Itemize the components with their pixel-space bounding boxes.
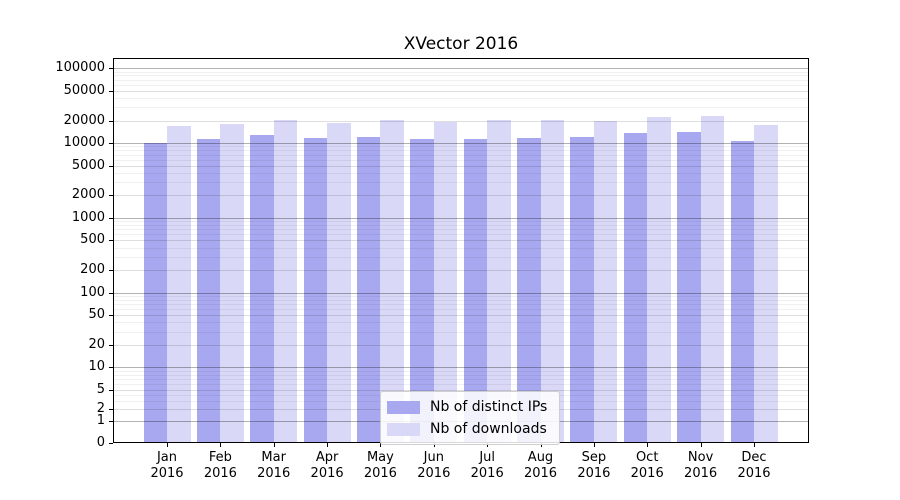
- legend-swatch-downloads: [387, 422, 420, 436]
- x-tick-label-jun: Jun 2016: [417, 450, 451, 481]
- bars-layer: [113, 58, 809, 443]
- bar-sep-ips: [570, 137, 594, 443]
- x-tick-feb: [220, 443, 222, 447]
- x-tick-label-mar: Mar 2016: [257, 450, 291, 481]
- x-tick-label-apr: Apr 2016: [310, 450, 344, 481]
- bar-dec-downloads: [754, 125, 778, 443]
- x-tick-apr: [327, 443, 329, 447]
- y-tick-100: [109, 292, 113, 294]
- bar-aug-downloads: [540, 120, 564, 443]
- y-tick-2000: [109, 195, 113, 197]
- legend-label-distinct-ips: Nb of distinct IPs: [430, 399, 548, 415]
- chart-title: XVector 2016: [403, 34, 519, 54]
- x-tick-nov: [700, 443, 702, 447]
- y-tick-label-1: 1: [96, 412, 105, 428]
- y-tick-50: [109, 315, 113, 317]
- bar-jul-ips: [463, 138, 488, 443]
- bar-jul-downloads: [487, 119, 511, 443]
- y-tick-1000: [109, 217, 113, 219]
- legend: Nb of distinct IPs Nb of downloads: [380, 391, 561, 445]
- y-tick-2: [109, 409, 113, 411]
- bar-jan-downloads: [167, 125, 191, 443]
- x-tick-may: [380, 443, 382, 447]
- x-tick-aug: [540, 443, 542, 447]
- x-tick-label-nov: Nov 2016: [684, 450, 718, 481]
- x-tick-label-aug: Aug 2016: [523, 450, 558, 481]
- x-tick-label-jul: Jul 2016: [470, 450, 504, 481]
- bar-nov-ips: [677, 132, 701, 443]
- y-tick-10: [109, 367, 113, 369]
- x-tick-dec: [754, 443, 755, 447]
- y-tick-label-0: 0: [96, 435, 105, 450]
- legend-label-downloads: Nb of downloads: [430, 421, 547, 437]
- x-tick-jul: [487, 443, 489, 447]
- bar-jan-ips: [143, 142, 167, 443]
- y-tick-label-10: 10: [88, 359, 105, 375]
- y-tick-5: [109, 389, 113, 391]
- bar-oct-downloads: [647, 117, 671, 443]
- y-tick-label-10000: 10000: [63, 135, 105, 150]
- y-tick-label-2: 2: [96, 401, 105, 417]
- y-tick-100000: [109, 68, 113, 70]
- bar-dec-ips: [730, 141, 754, 443]
- bar-jun-ips: [410, 138, 434, 443]
- bar-apr-downloads: [327, 123, 351, 443]
- bar-may-downloads: [380, 120, 404, 443]
- y-tick-20: [109, 344, 113, 346]
- y-tick-500: [109, 240, 113, 242]
- bar-may-ips: [356, 136, 381, 443]
- x-tick-oct: [647, 443, 649, 447]
- y-tick-label-50: 50: [88, 307, 105, 323]
- x-tick-mar: [273, 443, 275, 447]
- x-tick-sep: [593, 443, 595, 447]
- bar-feb-ips: [196, 139, 221, 443]
- x-tick-label-sep: Sep 2016: [577, 450, 611, 481]
- bar-oct-ips: [623, 133, 648, 443]
- plot-area: [113, 58, 809, 443]
- x-tick-label-dec: Dec 2016: [737, 450, 771, 481]
- y-tick-label-1000: 1000: [71, 209, 105, 225]
- x-tick-label-oct: Oct 2016: [630, 450, 664, 481]
- y-tick-label-100000: 100000: [55, 60, 105, 76]
- y-tick-label-200: 200: [80, 262, 105, 278]
- y-tick-label-5: 5: [96, 381, 105, 397]
- x-tick-jun: [433, 443, 435, 447]
- y-tick-label-2000: 2000: [71, 187, 105, 203]
- legend-item-downloads: Nb of downloads: [387, 418, 547, 440]
- legend-swatch-distinct-ips: [387, 400, 420, 414]
- y-tick-label-50000: 50000: [63, 82, 105, 98]
- y-tick-label-20000: 20000: [63, 112, 105, 128]
- y-tick-label-100: 100: [80, 284, 105, 300]
- bar-aug-ips: [517, 137, 541, 443]
- bar-jun-downloads: [433, 122, 458, 443]
- y-tick-1: [109, 420, 113, 422]
- legend-item-distinct-ips: Nb of distinct IPs: [387, 396, 547, 418]
- bar-sep-downloads: [593, 121, 618, 443]
- y-tick-0: [109, 443, 113, 444]
- y-tick-label-5000: 5000: [71, 157, 105, 173]
- x-tick-label-jan: Jan 2016: [150, 450, 184, 481]
- y-tick-label-500: 500: [80, 232, 105, 248]
- bar-feb-downloads: [220, 123, 244, 443]
- bar-mar-ips: [250, 134, 274, 443]
- bar-nov-downloads: [700, 115, 725, 443]
- y-tick-5000: [109, 165, 113, 167]
- y-tick-200: [109, 270, 113, 272]
- x-tick-label-may: May 2016: [363, 450, 397, 481]
- y-tick-50000: [109, 90, 113, 92]
- bar-mar-downloads: [273, 120, 298, 443]
- y-tick-20000: [109, 120, 113, 122]
- y-tick-10000: [109, 143, 113, 144]
- x-tick-jan: [167, 443, 168, 447]
- x-tick-label-feb: Feb 2016: [203, 450, 237, 481]
- y-tick-label-20: 20: [88, 336, 105, 352]
- bar-apr-ips: [303, 138, 328, 443]
